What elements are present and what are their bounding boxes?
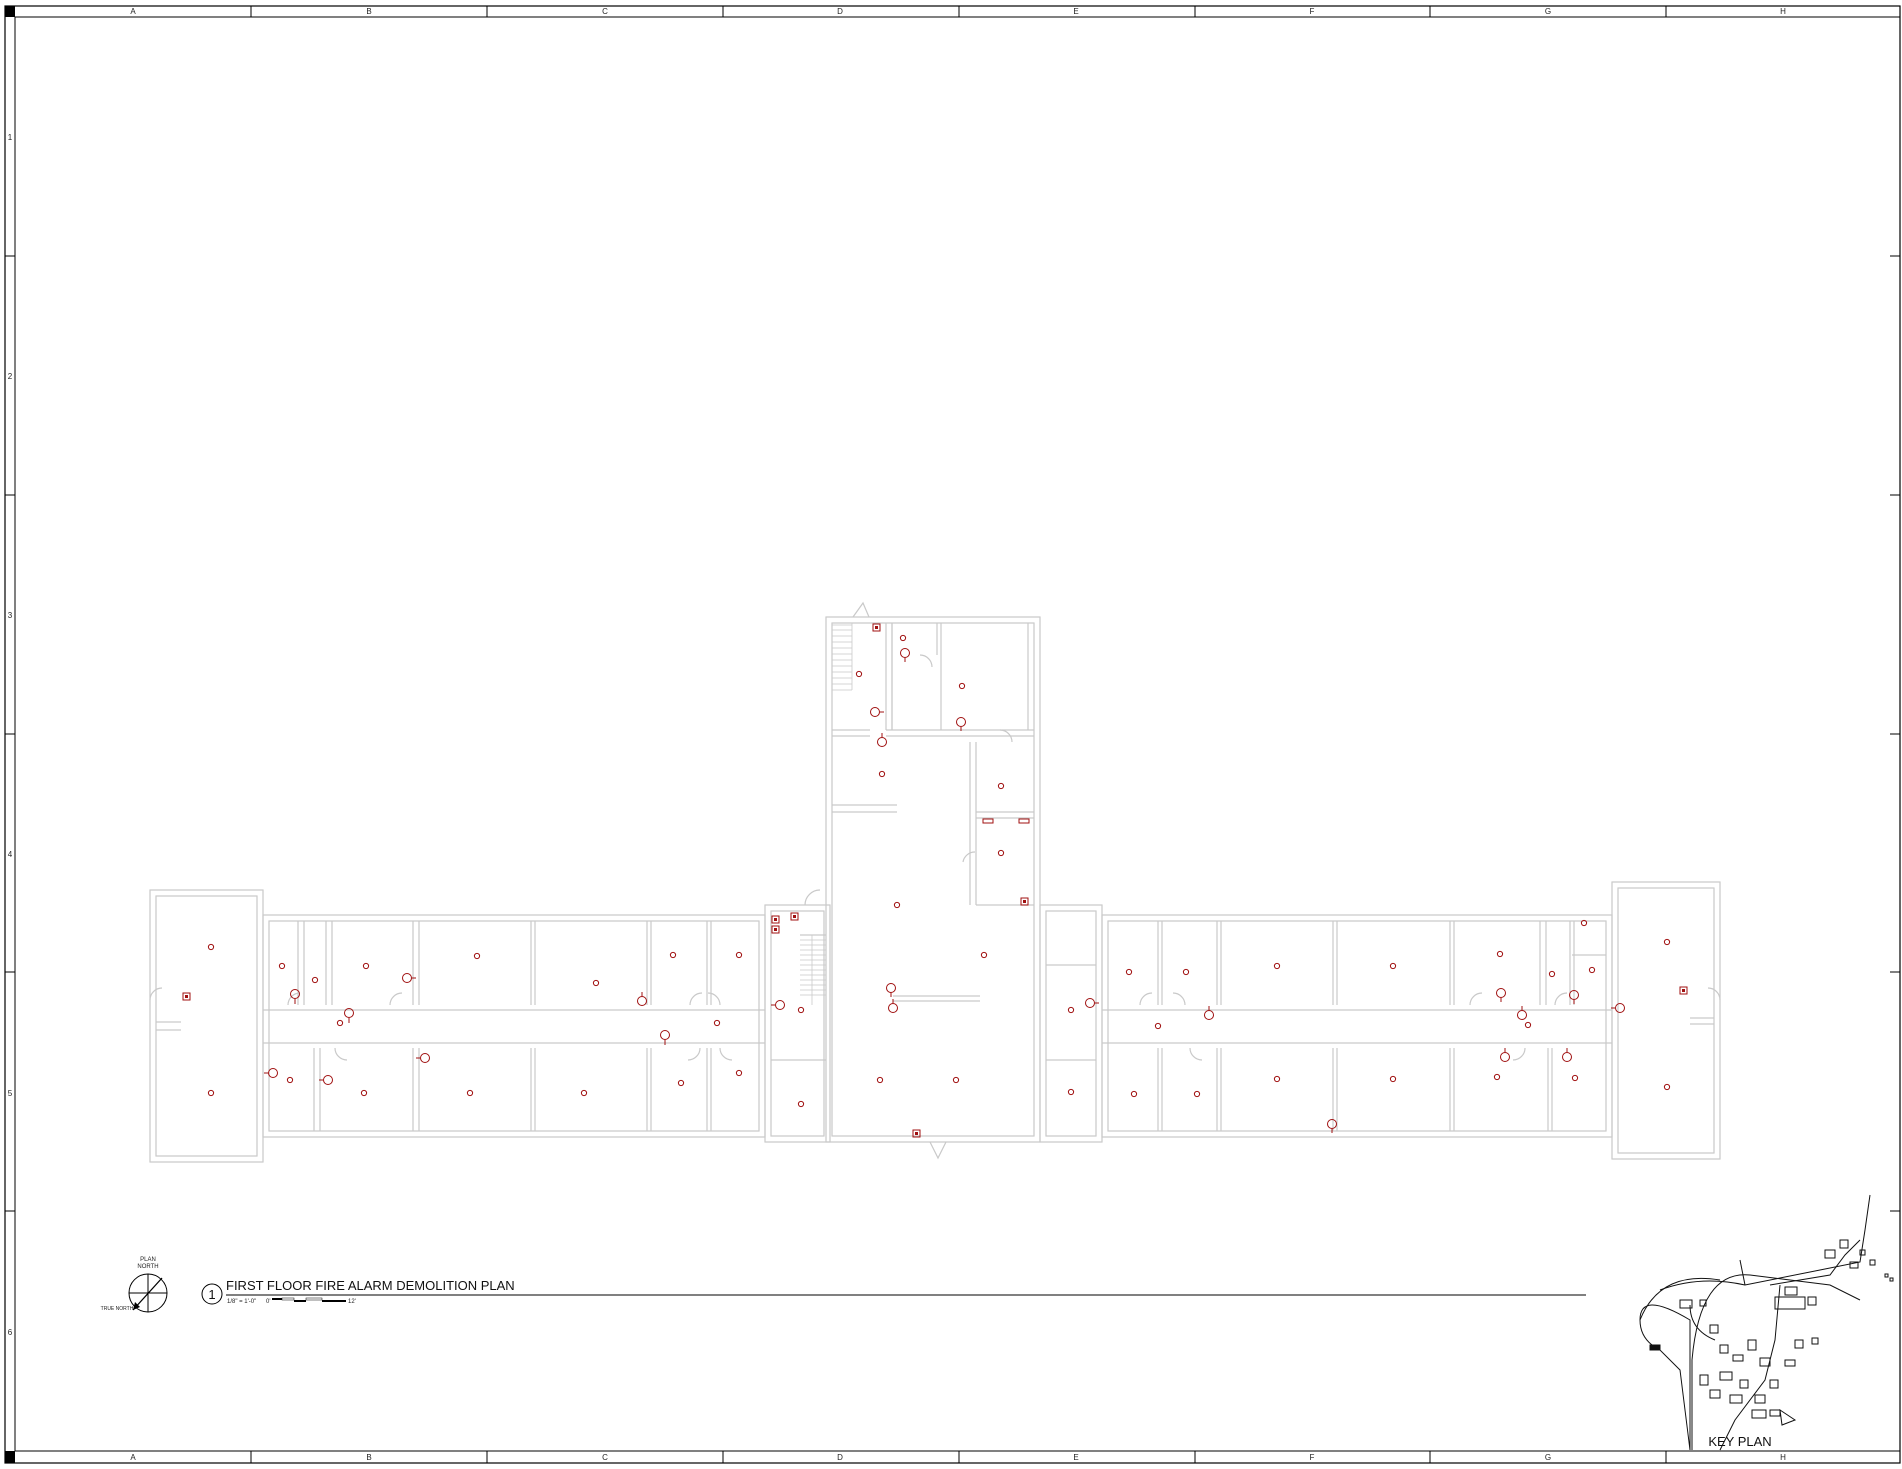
column-ticks [250,6,1667,1463]
plan-north-label: PLAN [140,1257,156,1263]
sheet-border-outer [4,5,1901,1464]
row-ticks [5,255,1900,1212]
east-mid-block [1039,904,1103,1143]
row-label-3: 3 [8,611,13,620]
fire-alarm-devices [182,623,1688,1138]
west-bar-outline [262,914,766,1138]
col-label-bottom-f: F [1310,1453,1315,1462]
drawing-number-circle [201,1283,223,1305]
smoke-detector-icon [207,634,1671,1108]
col-label-top-g: G [1545,7,1551,16]
col-label-bottom-e: E [1073,1453,1078,1462]
col-label-bottom-c: C [602,1453,608,1462]
plan-north-label-2: NORTH [137,1264,158,1270]
corner-block-bl [5,1451,15,1463]
sheet-border-inner [14,16,1901,1452]
col-label-bottom-g: G [1545,1453,1551,1462]
east-bar-outline [1101,914,1613,1138]
floor-plan [149,601,1721,1163]
row-label-6: 6 [8,1328,13,1337]
drawing-title: FIRST FLOOR FIRE ALARM DEMOLITION PLAN [226,1278,515,1293]
central-tower [825,616,1041,1143]
key-plan-label: KEY PLAN [1708,1434,1771,1449]
left-wing-outline [149,889,264,1163]
col-label-top-b: B [366,7,371,16]
drawing-scale: 1/8" = 1'-0" [227,1299,256,1305]
right-wing-outline [1611,881,1721,1160]
scale-bar [272,1297,346,1302]
col-label-top-a: A [130,7,136,16]
pull-station-icon [182,623,1688,1138]
col-label-top-h: H [1780,7,1786,16]
drawing-number: 1 [208,1287,215,1302]
scale-bar-start: 0' [266,1299,270,1305]
true-north-label: TRUE NORTH [101,1306,134,1312]
corner-block-tl [5,6,15,17]
scale-bar-end: 12' [348,1299,356,1305]
col-label-top-c: C [602,7,608,16]
col-label-top-e: E [1073,7,1078,16]
col-label-bottom-d: D [837,1453,843,1462]
row-label-4: 4 [8,850,13,859]
row-label-5: 5 [8,1089,13,1098]
col-label-bottom-a: A [130,1453,136,1462]
col-label-top-d: D [837,7,843,16]
row-label-2: 2 [8,372,13,381]
col-label-bottom-b: B [366,1453,371,1462]
drawing-title-block: 1 FIRST FLOOR FIRE ALARM DEMOLITION PLAN… [201,1278,1586,1305]
row-label-1: 1 [8,133,13,142]
horn-strobe-icon [264,648,1625,1133]
col-label-top-f: F [1310,7,1315,16]
west-stair [764,904,831,1143]
col-label-bottom-h: H [1780,1453,1786,1462]
north-arrow: PLAN NORTH TRUE NORTH [101,1257,168,1313]
key-plan [1639,1194,1894,1451]
